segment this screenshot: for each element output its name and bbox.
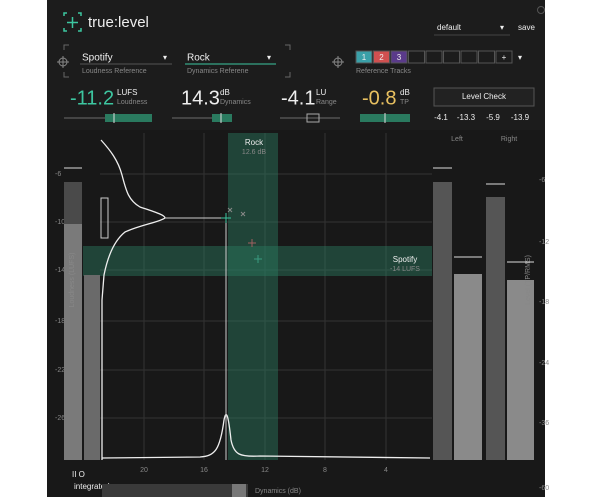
level-tick-label: -18: [539, 299, 549, 306]
dynamics-scrollbar[interactable]: [102, 484, 248, 497]
dynamics-target-name: Rock: [245, 138, 264, 147]
dynamics-reference[interactable]: Rock: [187, 53, 211, 64]
meter-unit: dB: [400, 88, 410, 97]
x-axis-label: Dynamics (dB): [255, 488, 301, 495]
dynamics-target-value: 12.6 dB: [242, 149, 266, 156]
logo-icon: [63, 12, 82, 32]
meter-value: -0.8: [362, 87, 396, 109]
loudness-distribution: [100, 139, 166, 460]
track-slot[interactable]: [460, 50, 478, 64]
level-check-value: -13.3: [457, 113, 476, 122]
y-tick-label: -18: [55, 318, 65, 325]
track-number: 2: [379, 53, 384, 62]
meter-fill: [212, 114, 232, 122]
y-tick-label: -14: [55, 267, 65, 274]
loudness-meter-fill: [64, 224, 82, 460]
loudness-reference[interactable]: Spotify: [82, 53, 113, 64]
track-slot[interactable]: [355, 50, 373, 64]
y-tick-label: -22: [55, 367, 65, 374]
level-tick-label: -24: [539, 360, 549, 367]
pause-toggle[interactable]: II O: [72, 470, 85, 479]
track-slot[interactable]: [373, 50, 390, 64]
logo: true:level: [88, 14, 149, 31]
meter-value: -4.1: [281, 87, 315, 109]
left-label: Left: [451, 136, 463, 143]
history-markers: [227, 207, 262, 263]
meter-value: 14.3: [181, 87, 220, 109]
meter-unit: dB: [220, 88, 230, 97]
dynamics-target-band: [228, 133, 278, 460]
track-number: 3: [397, 53, 402, 62]
x-tick-label: 8: [323, 467, 327, 474]
mode-label: integrated: [74, 482, 110, 491]
level-check-value: -5.9: [486, 113, 500, 122]
level-check-value: -4.1: [434, 113, 448, 122]
loudness-target-name: Spotify: [393, 255, 417, 264]
x-tick-label: 20: [140, 467, 148, 474]
scroll-thumb[interactable]: [232, 484, 246, 497]
left-tp-meter: [433, 182, 452, 460]
y-tick-label: -26: [55, 415, 65, 422]
x-tick-label: 12: [261, 467, 269, 474]
loudness-meter-fill: [84, 275, 100, 460]
level-tick-label: -12: [539, 239, 549, 246]
track-slot[interactable]: [425, 50, 443, 64]
track-slot[interactable]: [443, 50, 460, 64]
level-tick-label: -60: [539, 485, 549, 492]
meter-name: Range: [316, 99, 337, 106]
range-bracket: [100, 197, 109, 239]
right-label: Right: [501, 136, 517, 143]
left-rms-meter: [454, 274, 482, 460]
target-icon[interactable]: [57, 56, 69, 68]
y-tick-label: -6: [55, 171, 61, 178]
dropdown-arrow: ▾: [163, 53, 167, 62]
track-slot[interactable]: [408, 50, 425, 64]
level-axis-label: Level (TP/RMS): [525, 255, 532, 305]
dropdown-arrow: ▾: [500, 23, 504, 32]
peak-lines: [433, 167, 534, 263]
x-tick-label: 4: [384, 467, 388, 474]
range-handle: [306, 113, 320, 123]
meter-name: Dynamics: [220, 99, 251, 106]
level-tick-label: -6: [539, 177, 545, 184]
meter-unit: LU: [316, 88, 326, 97]
add-track[interactable]: +: [502, 53, 507, 62]
level-check-value: -13.9: [511, 113, 530, 122]
y-tick-label: -10: [55, 219, 65, 226]
right-tp-meter: [486, 197, 505, 460]
track-number: 1: [362, 53, 367, 62]
right-rms-meter: [507, 280, 534, 460]
save-button[interactable]: save: [518, 23, 535, 32]
reference-tracks-label: Reference Tracks: [356, 68, 411, 75]
level-check-button[interactable]: [433, 87, 535, 107]
level-check-label: Level Check: [462, 92, 507, 101]
dropdown-arrow: ▾: [267, 53, 271, 62]
reference-bracket: [63, 44, 291, 78]
meter-name: Loudness: [117, 99, 148, 106]
loudness-reference-label: Loudness Reference: [82, 68, 147, 75]
y-axis-label: Loudness (LUFS): [69, 253, 76, 308]
dynamics-distribution: [101, 413, 431, 459]
track-slot[interactable]: [495, 50, 513, 64]
x-tick-label: 16: [200, 467, 208, 474]
dropdown-arrow: ▾: [518, 53, 522, 62]
settings-icon[interactable]: [537, 6, 545, 14]
level-tick-label: -36: [539, 420, 549, 427]
meter-unit: LUFS: [117, 88, 137, 97]
meter-value: -11.2: [70, 87, 114, 109]
track-slot[interactable]: [478, 50, 495, 64]
preset-dropdown[interactable]: default: [437, 23, 462, 32]
dynamics-reference-label: Dynamics Referene: [187, 68, 249, 75]
meter-name: TP: [400, 99, 409, 106]
loudness-target-value: -14 LUFS: [390, 266, 420, 273]
track-slot[interactable]: [390, 50, 408, 64]
target-icon[interactable]: [332, 56, 344, 68]
crosshair: [165, 213, 231, 460]
meter-fill: [105, 114, 152, 122]
